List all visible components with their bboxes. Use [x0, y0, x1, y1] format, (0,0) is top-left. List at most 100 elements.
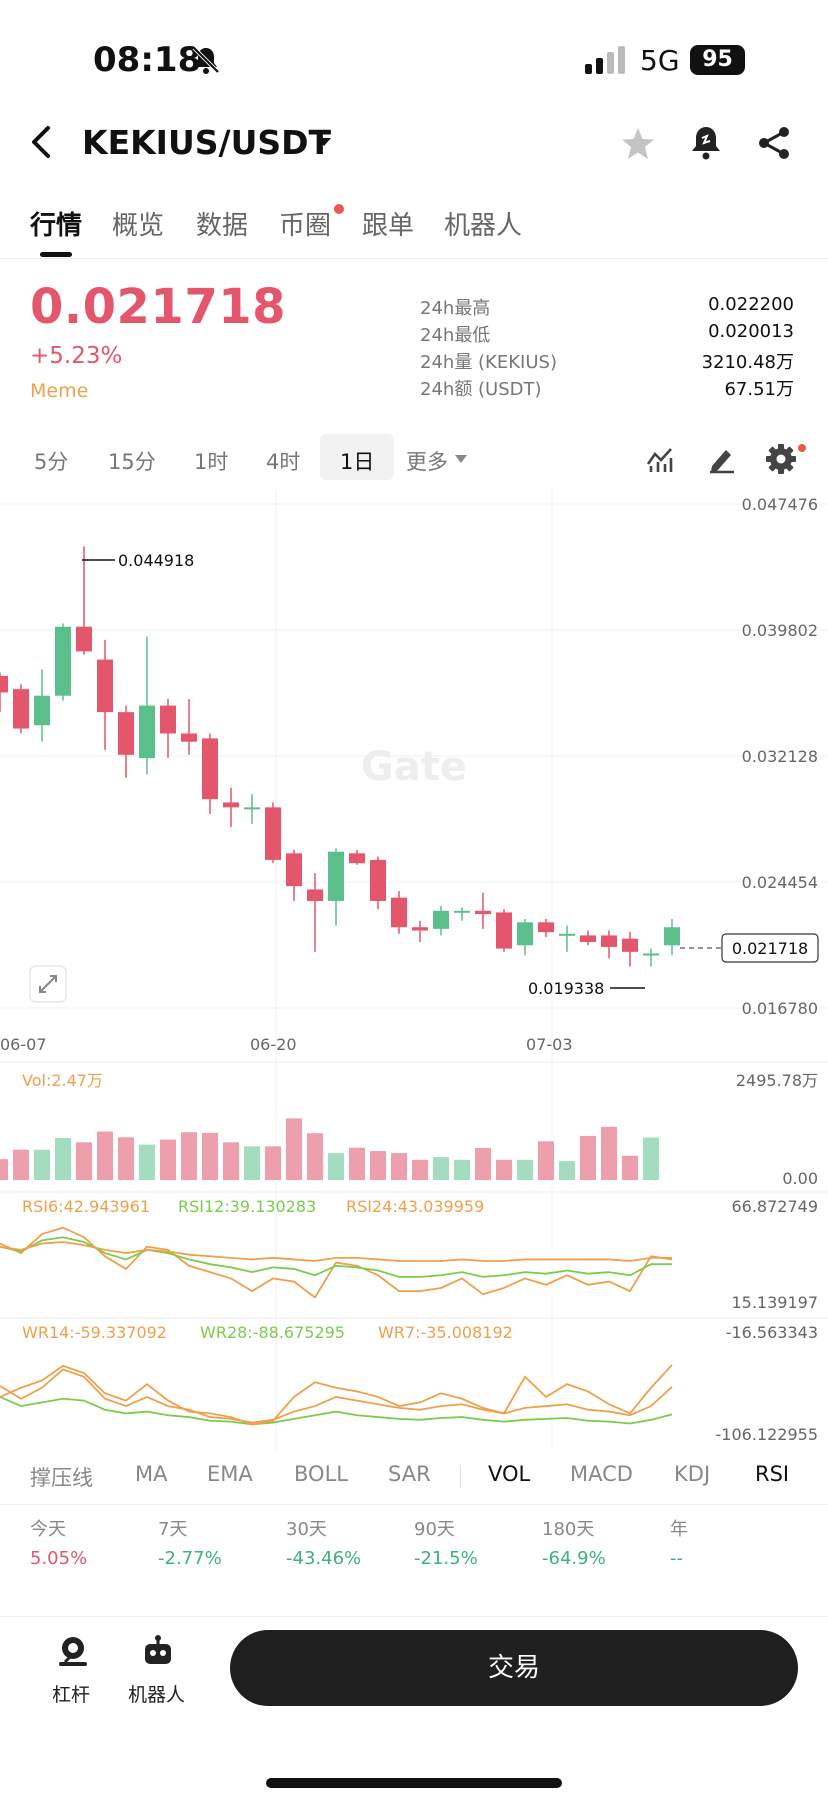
volume-bar — [223, 1142, 239, 1180]
indicator-tab-ma[interactable]: MA — [135, 1462, 168, 1486]
volume-bar — [601, 1126, 617, 1180]
low-marker-label: 0.019338 — [528, 979, 604, 998]
indicator-tab-boll[interactable]: BOLL — [294, 1462, 348, 1486]
candle-body — [475, 910, 491, 915]
tab-overview[interactable]: 概览 — [112, 211, 165, 241]
candle-body — [181, 733, 197, 742]
candle-body — [601, 935, 617, 947]
leverage-label[interactable]: 杠杆 — [52, 1684, 91, 1706]
candle-body — [160, 705, 176, 734]
rsi12-label: RSI12:39.130283 — [178, 1197, 316, 1216]
back-arrow-icon[interactable] — [26, 122, 56, 162]
candle-body — [223, 802, 239, 808]
settings-gear-icon[interactable] — [764, 442, 798, 476]
candle-body — [622, 938, 638, 952]
volume-bar — [328, 1153, 344, 1180]
tab-data[interactable]: 数据 — [196, 211, 249, 241]
home-indicator — [266, 1778, 562, 1788]
indicator-tab-ema[interactable]: EMA — [207, 1462, 253, 1486]
stat-label-turnover: 24h额 (USDT) — [420, 379, 542, 400]
volume-bar — [307, 1133, 323, 1180]
indicator-tab-sar[interactable]: SAR — [388, 1462, 431, 1486]
indicators-icon[interactable] — [645, 444, 675, 474]
indicator-tab-kdj[interactable]: KDJ — [674, 1462, 711, 1486]
wr7-line — [0, 1364, 673, 1426]
rsi-lines — [0, 1226, 673, 1299]
fullscreen-button[interactable] — [29, 965, 67, 1003]
tab-community[interactable]: 币圈 — [279, 211, 332, 241]
wr14-line — [0, 1368, 673, 1424]
volume-bar — [412, 1159, 428, 1180]
candle-body — [202, 738, 218, 800]
tab-copy-trading[interactable]: 跟单 — [362, 211, 415, 241]
robot-label[interactable]: 机器人 — [128, 1684, 186, 1706]
share-icon[interactable] — [756, 124, 792, 162]
volume-bar — [643, 1137, 659, 1180]
interval-4h[interactable]: 4时 — [266, 450, 301, 474]
indicator-tab-sr[interactable]: 撑压线 — [30, 1466, 93, 1490]
trade-button[interactable]: 交易 — [230, 1630, 798, 1706]
rsi6-label: RSI6:42.943961 — [22, 1197, 150, 1216]
candle-body — [391, 897, 407, 928]
chevron-down-icon[interactable] — [315, 136, 333, 148]
stat-label-high: 24h最高 — [420, 298, 491, 319]
volume-bar — [118, 1137, 134, 1180]
indicator-tab-macd[interactable]: MACD — [570, 1462, 633, 1486]
volume-bar — [517, 1159, 533, 1180]
interval-more[interactable]: 更多 — [406, 450, 448, 474]
date-tick: 07-03 — [526, 1035, 573, 1054]
volume-bar — [538, 1141, 554, 1180]
price-markers: 0.044918 0.019338 0.021718 — [82, 551, 819, 998]
candle-body — [139, 705, 155, 759]
wr-max-label: -16.563343 — [726, 1323, 818, 1342]
interval-1h[interactable]: 1时 — [194, 450, 229, 474]
candle-body — [265, 807, 281, 860]
rsi24-label: RSI24:43.039959 — [346, 1197, 484, 1216]
candle-body — [55, 626, 71, 696]
interval-5m[interactable]: 5分 — [34, 450, 69, 474]
candle-body — [454, 910, 470, 913]
stat-value-high: 0.022200 — [708, 294, 794, 315]
candle-body — [307, 889, 323, 901]
volume-bar — [349, 1147, 365, 1180]
rsi24-line — [0, 1241, 672, 1262]
interval-1d[interactable]: 1日 — [340, 450, 375, 474]
interval-15m[interactable]: 15分 — [108, 450, 156, 474]
indicator-tab-vol[interactable]: VOL — [488, 1462, 531, 1486]
kline-chart[interactable]: Gate 0.047476 0.039802 0.032128 0.024454… — [0, 490, 828, 1450]
price-axis: 0.047476 0.039802 0.032128 0.024454 0.01… — [742, 495, 818, 1018]
stat-label-low: 24h最低 — [420, 325, 491, 346]
chart-grid — [0, 490, 828, 1450]
volume-bar — [433, 1157, 449, 1180]
network-type: 5G — [640, 44, 680, 77]
category-tag[interactable]: Meme — [30, 380, 89, 402]
leverage-icon[interactable] — [55, 1634, 91, 1670]
date-tick: 06-07 — [0, 1035, 47, 1054]
price-alert-icon[interactable] — [688, 124, 724, 162]
status-time: 08:18 — [93, 40, 202, 80]
candle-body — [76, 626, 92, 652]
tab-bots[interactable]: 机器人 — [444, 211, 523, 241]
wr-lines — [0, 1364, 673, 1426]
robot-icon[interactable] — [140, 1634, 176, 1670]
volume-bars — [0, 1118, 659, 1180]
volume-bar — [181, 1132, 197, 1180]
divider — [0, 258, 828, 259]
volume-label: Vol:2.47万 — [22, 1071, 103, 1090]
tab-market[interactable]: 行情 — [30, 211, 83, 241]
battery-indicator: 95 — [690, 45, 745, 75]
indicator-tab-rsi[interactable]: RSI — [755, 1462, 790, 1486]
favorite-star-icon[interactable] — [620, 126, 656, 162]
pair-title[interactable]: KEKIUS/USDT — [82, 123, 332, 162]
perf-label: 今天 — [30, 1519, 66, 1540]
candle-body — [349, 853, 365, 864]
volume-bar — [13, 1149, 29, 1180]
wr14-label: WR14:-59.337092 — [22, 1323, 167, 1342]
perf-value: 5.05% — [30, 1548, 88, 1569]
bell-off-icon — [192, 46, 220, 74]
notification-dot — [798, 444, 806, 452]
chevron-down-icon[interactable] — [455, 455, 467, 463]
volume-bar — [622, 1155, 638, 1180]
candle-body — [538, 922, 554, 933]
draw-pen-icon[interactable] — [706, 444, 736, 474]
